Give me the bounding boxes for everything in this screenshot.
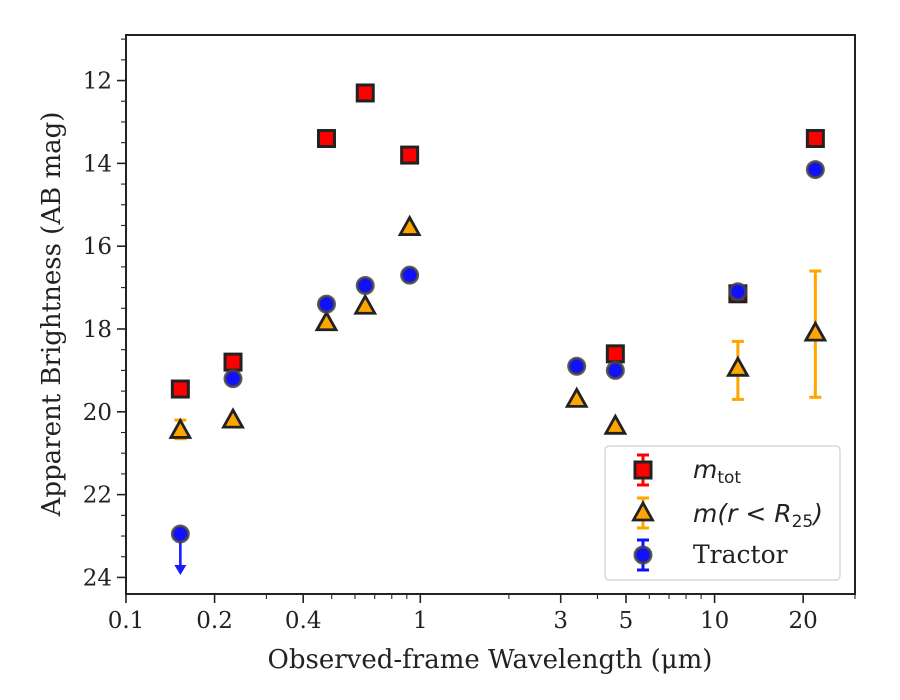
legend-label-mr25: m(r < R25) xyxy=(693,499,823,532)
data-point-triangle xyxy=(397,214,422,236)
x-axis-label: Observed-frame Wavelength (μm) xyxy=(268,645,713,675)
data-point-triangle xyxy=(353,293,378,315)
legend-symbol-square xyxy=(633,460,653,480)
legend-item-tractor: Tractor xyxy=(633,538,788,572)
data-point-square xyxy=(805,129,825,149)
data-point-triangle xyxy=(564,386,589,408)
y-tick-label: 22 xyxy=(83,483,112,509)
data-point-triangle xyxy=(314,309,339,332)
x-tick-label: 1 xyxy=(413,608,428,634)
x-tick-label: 5 xyxy=(619,608,634,634)
y-tick-label: 12 xyxy=(83,69,112,95)
legend-item-mr25: m(r < R25) xyxy=(631,496,823,532)
y-tick-label: 16 xyxy=(83,234,112,260)
x-tick-label: 20 xyxy=(789,608,818,634)
y-tick-label: 18 xyxy=(83,317,112,343)
data-point-square xyxy=(355,83,375,103)
x-tick-label: 0.1 xyxy=(108,608,145,634)
data-point-triangle xyxy=(168,417,193,439)
data-point-triangle xyxy=(803,320,828,342)
y-tick-label: 20 xyxy=(83,400,112,426)
data-point-triangle xyxy=(603,413,628,435)
data-point-square xyxy=(605,344,625,364)
y-tick-label: 14 xyxy=(83,151,112,177)
x-tick-label: 0.2 xyxy=(196,608,233,634)
data-markers xyxy=(168,83,828,544)
upper-limit-arrowhead xyxy=(174,564,187,575)
data-point-square xyxy=(223,352,243,372)
data-point-square xyxy=(316,129,336,149)
data-point-square xyxy=(170,379,190,399)
legend-symbol-triangle xyxy=(631,500,655,522)
legend-box xyxy=(604,445,841,581)
y-tick-label: 24 xyxy=(83,565,112,591)
axes: 0.1 0.2 0.4 1 3 5 10 20 12 14 16 18 20 22 24 xyxy=(83,38,856,634)
data-point-square xyxy=(400,145,420,165)
legend-item-mtot: mtot xyxy=(633,453,741,488)
legend-marker-circle xyxy=(633,538,653,572)
data-point-triangle xyxy=(221,407,245,429)
legend-marker-square xyxy=(633,453,653,487)
x-tick-label: 3 xyxy=(553,608,568,634)
x-tick-label: 10 xyxy=(700,608,729,634)
y-axis-label: Apparent Brightness (AB mag) xyxy=(37,112,67,518)
data-point-triangle xyxy=(726,355,750,377)
legend-label-mtot: mtot xyxy=(693,455,741,488)
legend-label-tractor: Tractor xyxy=(693,540,788,569)
legend-marker-triangle xyxy=(631,496,655,530)
plot-frame xyxy=(125,34,856,595)
x-tick-label: 0.4 xyxy=(285,608,322,634)
legend: mtot m(r < R25) Tractor xyxy=(604,445,841,581)
